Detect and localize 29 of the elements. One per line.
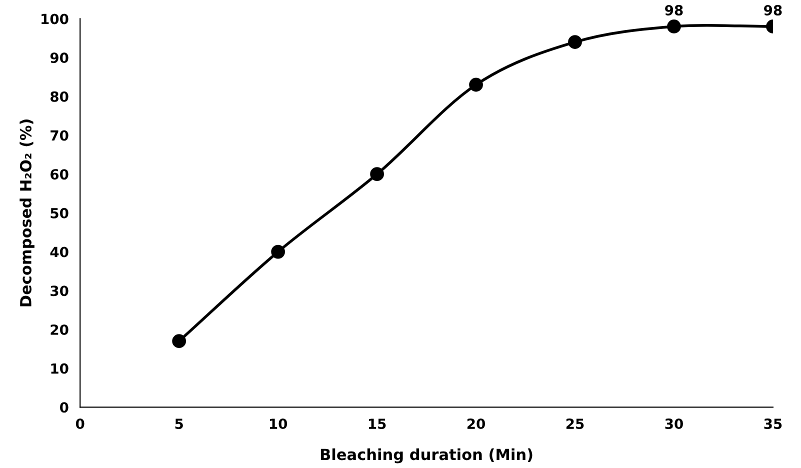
x-tick-label: 35: [764, 418, 782, 430]
y-tick-label: 40: [50, 246, 68, 258]
y-tick-label: 90: [50, 52, 68, 64]
point: [568, 35, 582, 49]
x-tick-label: 10: [270, 418, 288, 430]
x-tick-label: 15: [368, 418, 386, 430]
x-tick-label: 30: [665, 418, 683, 430]
y-tick-label: 10: [51, 363, 68, 374]
y-tick-label: 50: [50, 208, 68, 218]
data-label: 98: [764, 4, 782, 16]
y-tick-label: 60: [50, 169, 68, 180]
point: [172, 334, 186, 348]
y-tick-label: 0: [60, 402, 68, 413]
y-tick-label: 70: [50, 130, 68, 141]
data-label: 98: [665, 4, 683, 16]
y-tick-label: 20: [50, 324, 68, 335]
point: [370, 167, 384, 182]
x-axis-title: Bleaching duration (Min): [320, 448, 532, 464]
point: [469, 78, 483, 92]
x-tick-label: 25: [566, 418, 584, 430]
point: [271, 244, 286, 259]
y-tick-label: 80: [50, 91, 68, 102]
x-tick-label: 5: [175, 418, 183, 430]
y-tick-label: 30: [50, 286, 68, 296]
y-axis-title: Decomposed H₂O₂ (%): [20, 120, 34, 306]
y-tick-label: 100: [42, 14, 68, 24]
x-tick-label: 0: [76, 418, 84, 430]
x-tick-label: 20: [467, 418, 486, 430]
point: [667, 20, 681, 34]
